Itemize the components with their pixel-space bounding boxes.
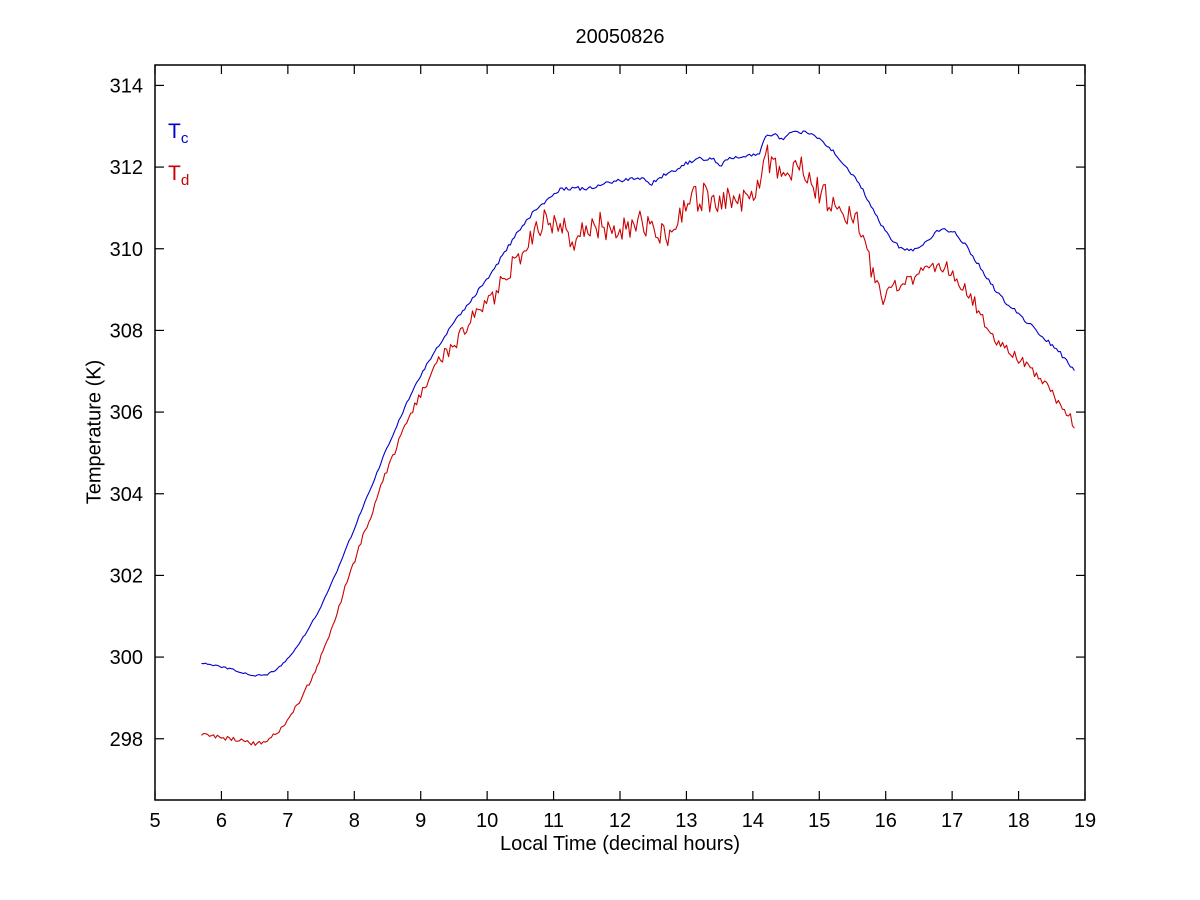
x-tick-label: 9	[415, 810, 426, 832]
y-tick-label: 312	[110, 157, 143, 179]
y-tick-label: 300	[110, 647, 143, 669]
legend-tc-main: T	[168, 120, 181, 143]
x-tick-label: 11	[543, 810, 564, 832]
legend-td: Td	[168, 162, 189, 189]
x-tick-label: 12	[609, 810, 631, 832]
y-tick-label: 308	[110, 320, 143, 342]
x-tick-label: 15	[808, 810, 830, 832]
y-tick-label: 302	[110, 565, 143, 587]
x-tick-label: 8	[349, 810, 360, 832]
x-axis-label: Local Time (decimal hours)	[499, 833, 741, 855]
x-tick-label: 17	[941, 810, 963, 832]
x-tick-label: 5	[149, 810, 160, 832]
axis-box	[154, 64, 1086, 801]
x-tick-label: 7	[282, 810, 293, 832]
y-tick-label: 314	[110, 75, 143, 97]
y-tick-label: 304	[110, 484, 143, 506]
x-tick-label: 16	[875, 810, 897, 832]
x-tick-label: 14	[742, 810, 764, 832]
y-tick-label: 298	[110, 729, 143, 751]
x-tick-label: 10	[476, 810, 498, 832]
legend-td-main: T	[168, 162, 181, 185]
x-tick-label: 6	[216, 810, 227, 832]
y-tick-label: 306	[110, 402, 143, 424]
legend-tc-sub: c	[180, 130, 189, 148]
legend-tc: Tc	[168, 120, 188, 147]
x-tick-label: 13	[675, 810, 697, 832]
chart-title: 20050826	[575, 26, 665, 48]
tc-curve	[201, 130, 1075, 677]
legend-td-sub: d	[180, 172, 190, 190]
y-tick-label: 310	[110, 239, 143, 261]
x-tick-label: 19	[1074, 810, 1096, 832]
td-curve	[201, 144, 1075, 746]
x-tick-label: 18	[1007, 810, 1029, 832]
